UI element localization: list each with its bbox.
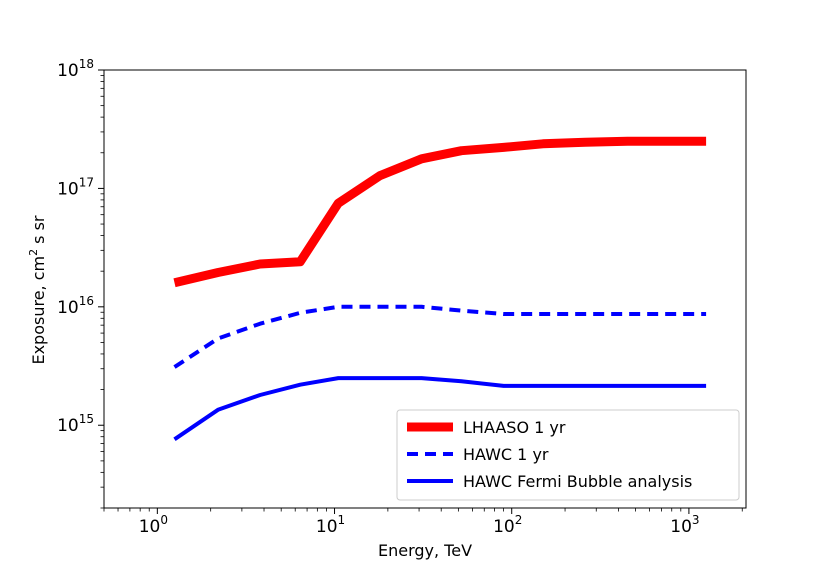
- y-tick-label: 1017: [57, 175, 94, 199]
- y-tick-base: 10: [57, 416, 79, 436]
- x-tick-label: 100: [139, 513, 168, 537]
- x-tick-label: 101: [316, 513, 345, 537]
- y-tick-base: 10: [57, 61, 79, 81]
- series-line-hawc-fermi: [173, 376, 707, 441]
- x-tick-exp: 2: [515, 513, 523, 527]
- legend: LHAASO 1 yr HAWC 1 yr HAWC Fermi Bubble …: [396, 409, 740, 501]
- x-axis-label: Energy, TeV: [378, 541, 472, 560]
- x-tick-label: 102: [493, 513, 522, 537]
- y-tick-exp: 15: [79, 412, 94, 426]
- y-tick-exp: 17: [79, 175, 94, 189]
- x-tick-exp: 3: [692, 513, 700, 527]
- y-axis-label-sup: 2: [27, 249, 40, 256]
- y-tick-label: 1015: [57, 412, 94, 436]
- y-tick-label: 1016: [57, 294, 94, 318]
- y-tick-base: 10: [57, 298, 79, 318]
- series-layer: [173, 136, 707, 441]
- x-tick-base: 10: [493, 517, 515, 537]
- legend-label-lhaaso: LHAASO 1 yr: [463, 418, 566, 437]
- x-tick-base: 10: [316, 517, 338, 537]
- legend-label-hawc: HAWC 1 yr: [463, 445, 549, 464]
- x-tick-exp: 1: [338, 513, 346, 527]
- y-axis-label-main: Exposure, cm: [29, 256, 48, 365]
- x-tick-label: 103: [670, 513, 699, 537]
- y-axis-label: Exposure, cm2 s sr: [27, 215, 48, 364]
- x-tick-base: 10: [139, 517, 161, 537]
- y-tick-exp: 16: [79, 294, 94, 308]
- plot-frame: [103, 69, 747, 509]
- legend-box: [396, 409, 740, 501]
- y-tick-exp: 18: [79, 57, 94, 71]
- y-tick-base: 10: [57, 179, 79, 199]
- y-axis-label-tail: s sr: [29, 215, 48, 249]
- x-tick-base: 10: [670, 517, 692, 537]
- series-line-lhaaso: [173, 136, 707, 288]
- x-tick-exp: 0: [160, 513, 168, 527]
- series-line-hawc: [173, 304, 707, 369]
- legend-label-hawc-fermi: HAWC Fermi Bubble analysis: [463, 472, 692, 491]
- y-tick-label: 1018: [57, 57, 94, 81]
